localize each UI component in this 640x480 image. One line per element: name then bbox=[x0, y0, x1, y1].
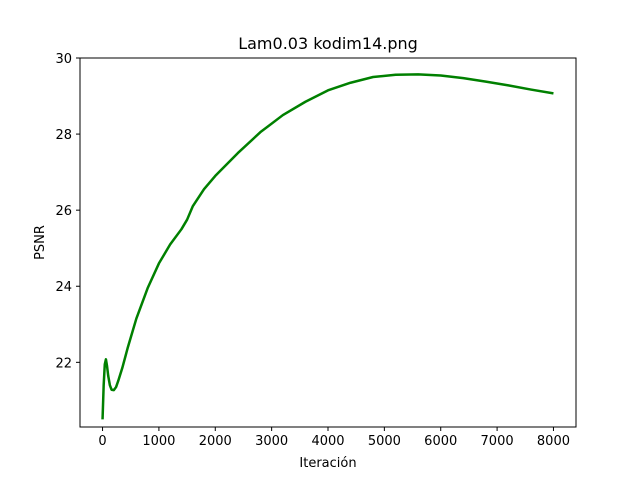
x-tick-label: 4000 bbox=[311, 434, 344, 449]
x-tick-label: 7000 bbox=[481, 434, 514, 449]
psnr-series-line bbox=[101, 73, 554, 420]
axes-frame bbox=[79, 57, 577, 428]
x-axis-ticks: 0 1000 2000 3000 4000 5000 6000 7000 8000 bbox=[98, 427, 570, 449]
y-tick-label: 22 bbox=[55, 356, 72, 371]
y-tick-label: 24 bbox=[55, 280, 72, 295]
x-tick-label: 2000 bbox=[199, 434, 232, 449]
x-tick-label: 1000 bbox=[142, 434, 175, 449]
x-tick-label: 8000 bbox=[537, 434, 570, 449]
x-tick-label: 0 bbox=[98, 434, 106, 449]
x-tick-label: 5000 bbox=[368, 434, 401, 449]
y-axis-label: PSNR bbox=[33, 225, 48, 260]
plot-area bbox=[79, 57, 577, 428]
y-tick-label: 28 bbox=[55, 128, 72, 143]
chart-title: Lam0.03 kodim14.png bbox=[238, 34, 418, 53]
x-tick-label: 3000 bbox=[255, 434, 288, 449]
y-tick-label: 26 bbox=[55, 204, 72, 219]
y-axis-ticks: 22 24 26 28 30 bbox=[55, 52, 80, 371]
x-tick-label: 6000 bbox=[424, 434, 457, 449]
x-axis-label: Iteración bbox=[299, 456, 356, 471]
y-tick-label: 30 bbox=[55, 52, 72, 67]
